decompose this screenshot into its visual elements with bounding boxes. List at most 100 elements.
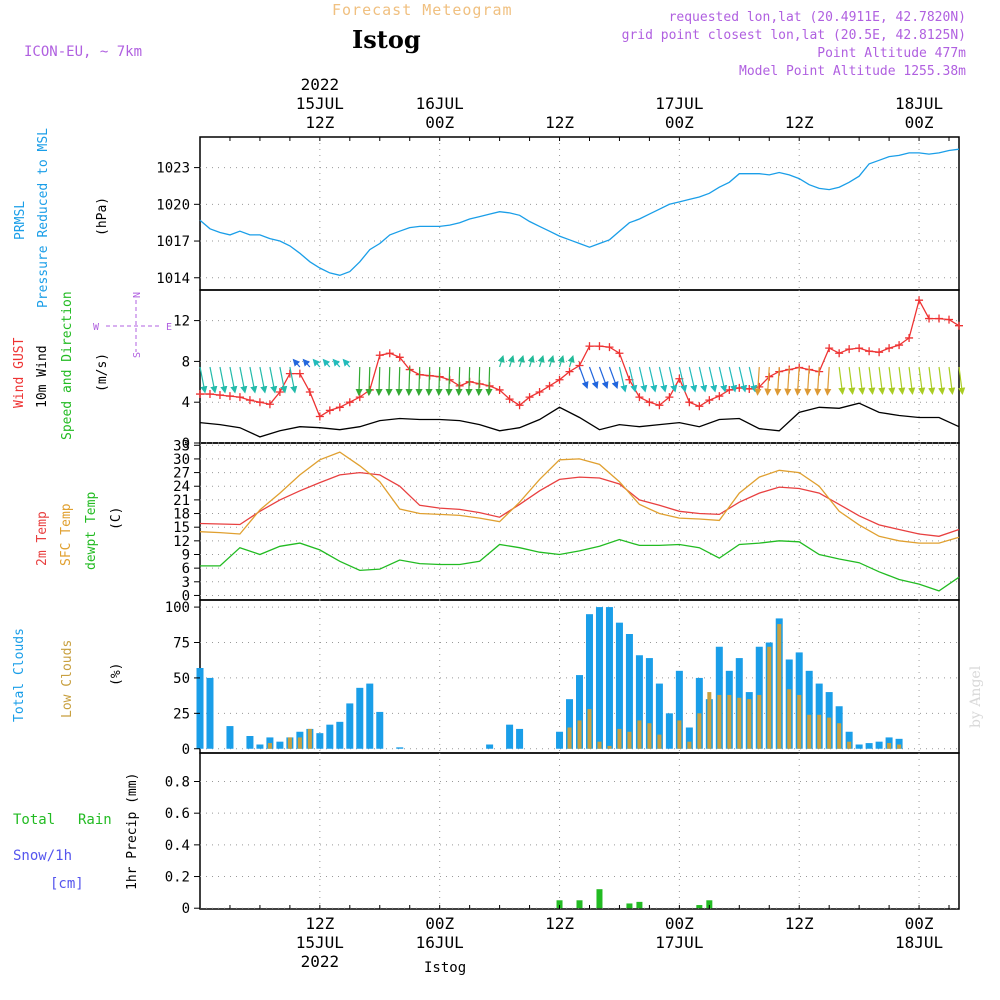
bar-total-clouds [655,683,663,749]
gust-marker [525,393,534,402]
bar-total-clouds [566,699,574,749]
wind-arrow [814,366,822,396]
y-tick-label: 21 [173,493,190,509]
y-tick-label: 0.8 [165,775,190,791]
bar-low-clouds [747,699,752,749]
pressure-unit: (hPa) [95,197,110,236]
bar-total-rain [706,900,713,909]
gust-marker [585,342,594,351]
time-label: 00Z [665,914,694,933]
time-label: 18JUL [895,933,943,952]
wind-arrow [928,366,936,395]
bar-total-clouds [376,711,384,749]
gust-marker [395,353,404,362]
time-label: 12Z [305,113,334,132]
wind-arrow [229,366,238,394]
wind-arrow [269,366,278,394]
y-tick-label: 15 [173,520,190,536]
temp-sfc-label: SFC Temp [59,503,74,566]
compass-w: W [93,322,100,333]
wind-arrow [678,366,688,393]
gust-marker [225,392,234,401]
y-tick-label: 0 [182,742,190,758]
gust-marker [565,367,574,376]
bar-low-clouds [697,713,702,749]
wind-arrow [497,355,505,368]
gust-marker [935,314,944,323]
low-clouds-label: Low Clouds [60,640,75,718]
pressure-label-msl: Pressure Reduced to MSL [36,128,51,308]
gust-marker [845,345,854,354]
bar-low-clouds [717,694,722,749]
wind-arrow [908,366,916,395]
bar-low-clouds [767,646,772,749]
precip-unit: 1hr Precip (mm) [125,773,140,890]
compass-e: E [166,322,172,333]
precip-cm-label: [cm] [50,876,84,892]
wind-arrow [958,366,966,395]
gust-marker [655,401,664,410]
bar-total-clouds [336,721,344,749]
wind-arrow [219,366,228,394]
gust-marker [245,396,254,405]
time-label: 16JUL [416,933,464,952]
gust-marker [665,393,674,402]
time-label: 00Z [905,914,934,933]
bar-low-clouds [787,689,792,749]
bar-total-clouds [356,687,364,749]
wind-arrow [557,355,565,368]
wind-arrow [608,366,619,389]
series-line-10m-wind [199,402,960,438]
bar-low-clouds [827,717,832,749]
bar-low-clouds [577,720,582,749]
wind-arrow [355,366,363,397]
gust-marker [865,347,874,356]
y-tick-label: 27 [173,466,190,482]
bar-total-clouds [665,713,673,749]
bar-total-clouds [516,728,524,749]
wind-speed-dir-label: Speed and Direction [60,291,75,440]
y-tick-label: 0 [182,588,190,604]
wind-arrow [868,366,876,395]
bar-total-clouds [845,731,853,749]
time-label: 16JUL [416,94,464,113]
panel-frames [199,136,960,910]
gust-marker [645,398,654,407]
gust-marker [215,391,224,400]
bar-total-clouds [645,658,653,749]
gust-marker [895,341,904,350]
grid-lines [200,137,959,909]
bar-total-rain [556,900,563,909]
gust-marker [345,398,354,407]
wind-arrow [425,366,433,397]
bar-low-clouds [587,709,592,749]
gust-marker [745,384,754,393]
bar-total-clouds [625,634,633,749]
wind-arrow [848,366,856,395]
bar-low-clouds [287,737,292,749]
bar-total-clouds [685,727,693,749]
gust-marker [905,333,914,342]
gust-marker [495,385,504,394]
wind-arrow [618,366,628,393]
wind-arrow [395,366,403,397]
wind-arrow [322,358,331,368]
wind-10m-label: 10m Wind [35,345,50,408]
bar-low-clouds [887,743,892,749]
chart-title: Forecast Meteogram [332,1,513,19]
y-tick-label: 1014 [156,271,190,287]
wind-unit: (m/s) [95,353,110,392]
wind-arrow [445,366,453,397]
y-tick-label: 0.4 [165,838,190,854]
wind-arrow [507,355,515,368]
wind-arrow [485,366,493,397]
time-label: 12Z [545,914,574,933]
wind-arrow [588,366,599,389]
gust-marker [295,369,304,378]
bar-low-clouds [777,624,782,749]
wind-arrow [774,366,782,396]
wind-arrow [784,366,792,396]
gust-marker [505,395,514,404]
bar-total-clouds [256,744,264,749]
